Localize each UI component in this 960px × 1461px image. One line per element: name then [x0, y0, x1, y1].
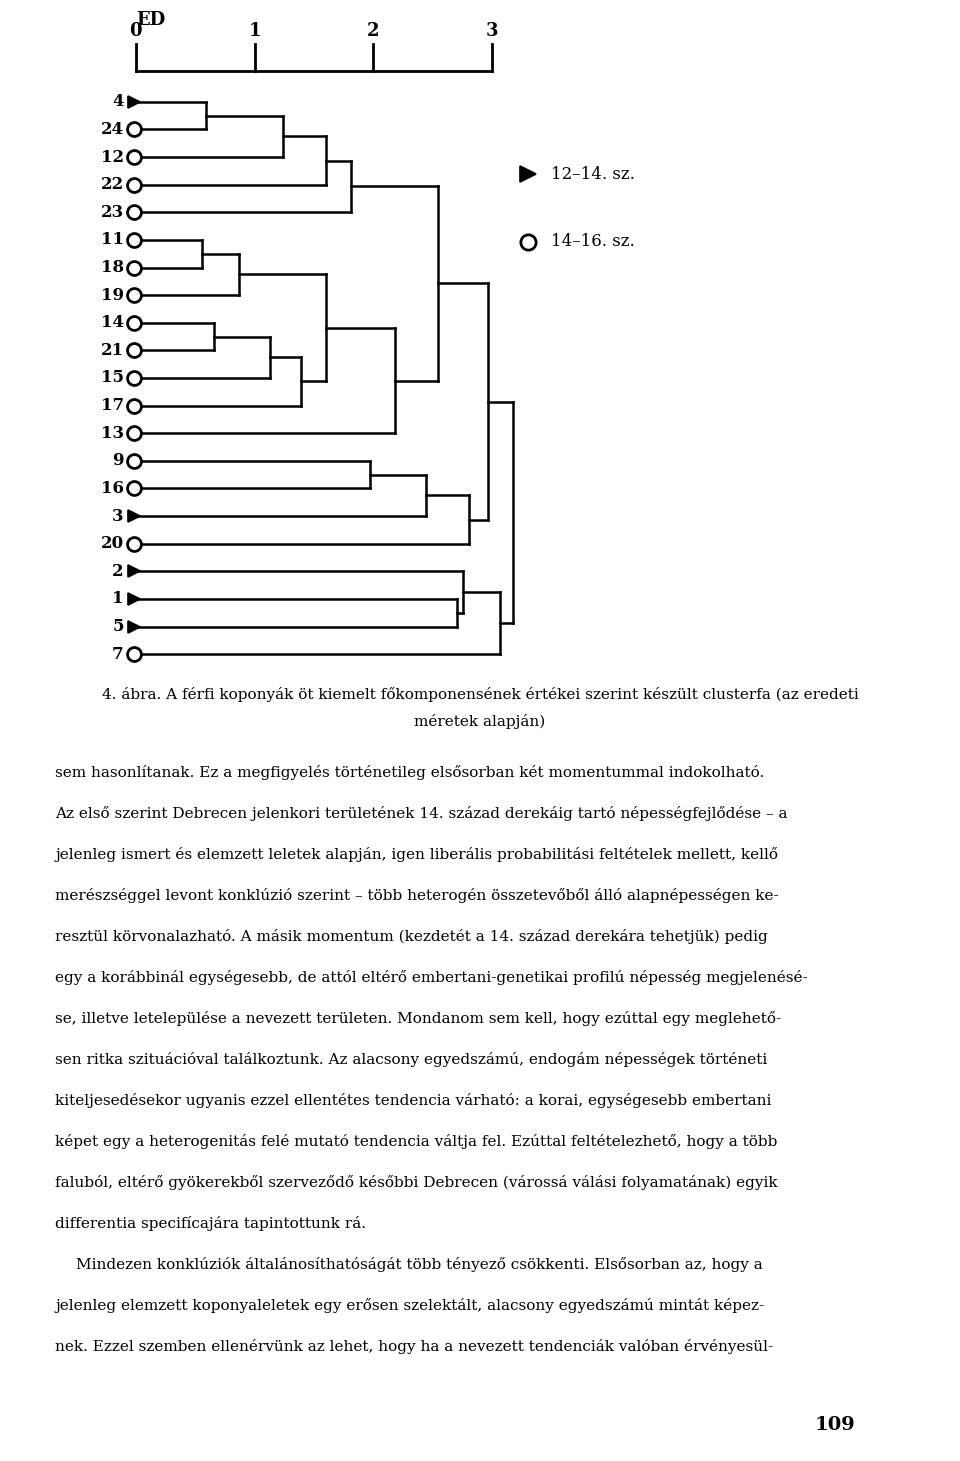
Text: 24: 24: [101, 121, 124, 137]
Text: sem hasonlítanak. Ez a megfigyelés történetileg elsősorban két momentummal indok: sem hasonlítanak. Ez a megfigyelés törté…: [55, 766, 764, 780]
Text: 19: 19: [101, 286, 124, 304]
Text: 9: 9: [112, 453, 124, 469]
Text: 4: 4: [112, 94, 124, 111]
Text: nek. Ezzel szemben ellenérvünk az lehet, hogy ha a nevezett tendenciák valóban é: nek. Ezzel szemben ellenérvünk az lehet,…: [55, 1338, 773, 1353]
Text: 14–16. sz.: 14–16. sz.: [551, 234, 636, 250]
Text: 14: 14: [101, 314, 124, 332]
Text: egy a korábbinál egységesebb, de attól eltérő embertani-genetikai profilú népess: egy a korábbinál egységesebb, de attól e…: [55, 970, 807, 985]
Text: 0: 0: [130, 22, 142, 39]
Text: 15: 15: [101, 370, 124, 387]
Text: méretek alapján): méretek alapján): [415, 714, 545, 729]
Text: merészséggel levont konklúzió szerint – több heterogén összetevőből álló alapnép: merészséggel levont konklúzió szerint – …: [55, 888, 779, 903]
Text: 16: 16: [101, 481, 124, 497]
Text: 11: 11: [101, 231, 124, 248]
Text: 1: 1: [112, 590, 124, 608]
Text: 23: 23: [101, 203, 124, 221]
Text: 3: 3: [486, 22, 498, 39]
Text: 109: 109: [815, 1417, 855, 1435]
Text: 2: 2: [367, 22, 380, 39]
Text: ED: ED: [136, 12, 165, 29]
Text: kiteljesedésekor ugyanis ezzel ellentétes tendencia várható: a korai, egységeseb: kiteljesedésekor ugyanis ezzel ellentéte…: [55, 1093, 772, 1107]
Text: 1: 1: [249, 22, 261, 39]
Text: 4. ábra. A férfi koponyák öt kiemelt főkomponensének értékei szerint készült clu: 4. ábra. A férfi koponyák öt kiemelt fők…: [102, 688, 858, 703]
Text: resztül körvonalazható. A másik momentum (kezdetét a 14. század derekára tehetjü: resztül körvonalazható. A másik momentum…: [55, 929, 768, 944]
Text: jelenleg ismert és elemzett leletek alapján, igen liberális probabilitási feltét: jelenleg ismert és elemzett leletek alap…: [55, 847, 778, 862]
Text: Mindezen konklúziók általánosíthatóságát több tényező csökkenti. Elsősorban az, : Mindezen konklúziók általánosíthatóságát…: [77, 1256, 763, 1271]
Text: Az első szerint Debrecen jelenkori területének 14. század derekáig tartó népessé: Az első szerint Debrecen jelenkori terül…: [55, 806, 787, 821]
Text: 18: 18: [101, 259, 124, 276]
Text: jelenleg elemzett koponyaleletek egy erősen szelektált, alacsony egyedszámú mint: jelenleg elemzett koponyaleletek egy erő…: [55, 1297, 764, 1312]
Text: 2: 2: [112, 562, 124, 580]
Text: sen ritka szituációval találkoztunk. Az alacsony egyedszámú, endogám népességek : sen ritka szituációval találkoztunk. Az …: [55, 1052, 767, 1067]
Text: 13: 13: [101, 425, 124, 441]
Text: 3: 3: [112, 507, 124, 524]
Text: 12–14. sz.: 12–14. sz.: [551, 167, 636, 183]
Text: képet egy a heterogenitás felé mutató tendencia váltja fel. Ezúttal feltételezhe: képet egy a heterogenitás felé mutató te…: [55, 1134, 778, 1148]
Text: differentia specifícajára tapintottunk rá.: differentia specifícajára tapintottunk r…: [55, 1216, 366, 1230]
Text: 7: 7: [112, 646, 124, 663]
Text: 17: 17: [101, 397, 124, 413]
Text: faluból, eltérő gyökerekből szerveződő későbbi Debrecen (várossá válási folyamat: faluból, eltérő gyökerekből szerveződő k…: [55, 1175, 778, 1189]
Text: 5: 5: [112, 618, 124, 636]
Text: 22: 22: [101, 177, 124, 193]
Text: 12: 12: [101, 149, 124, 165]
Text: 20: 20: [101, 535, 124, 552]
Text: 21: 21: [101, 342, 124, 359]
Text: se, illetve letelepülése a nevezett területen. Mondanom sem kell, hogy ezúttal e: se, illetve letelepülése a nevezett terü…: [55, 1011, 781, 1026]
